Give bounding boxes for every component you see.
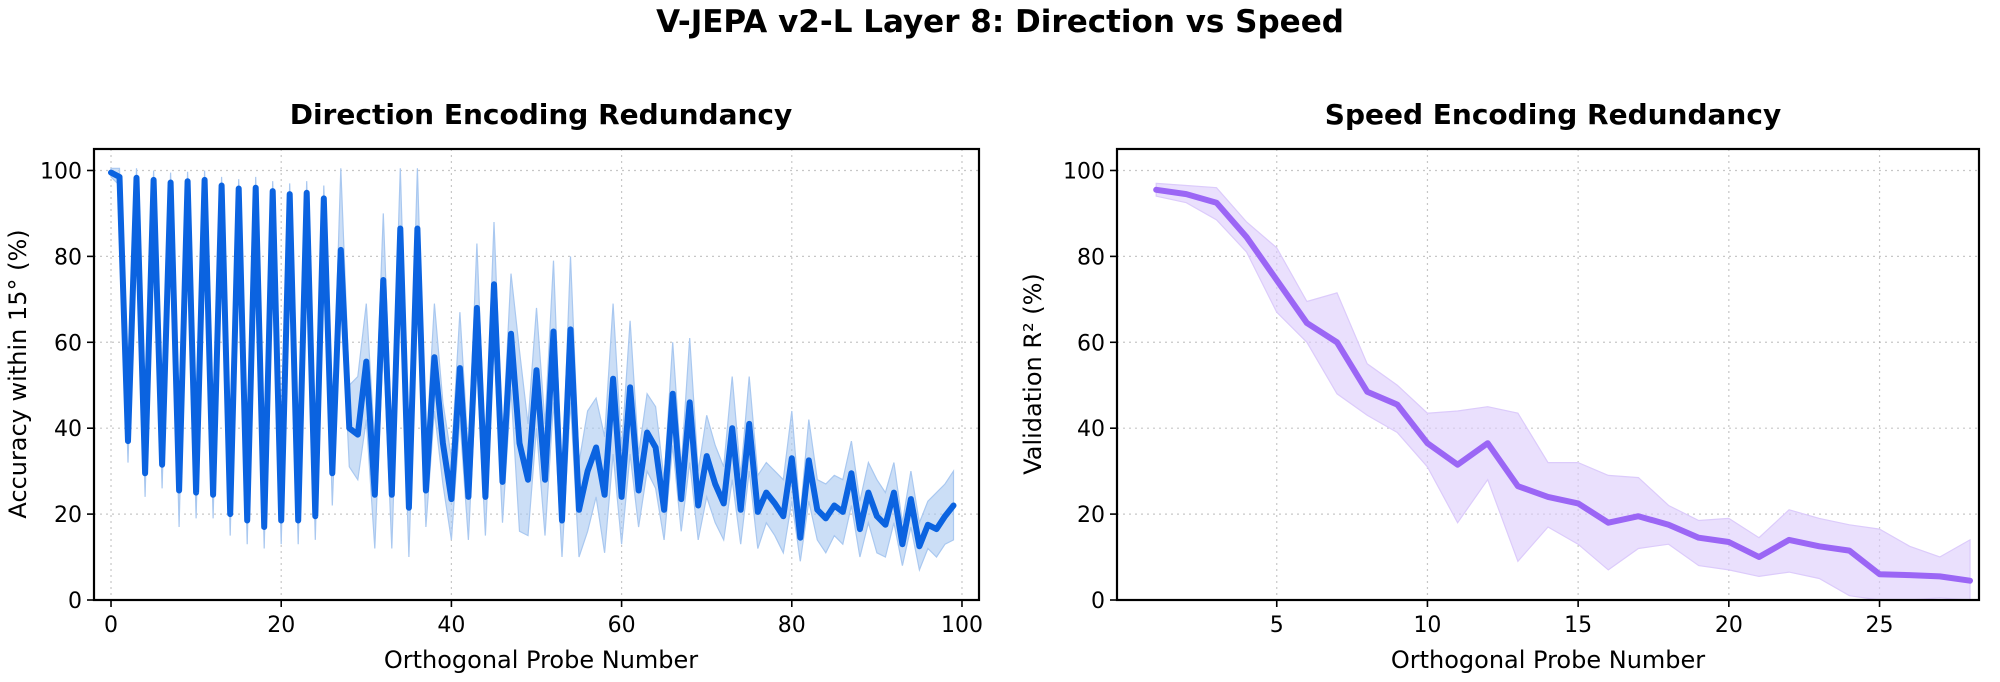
speed-y-tick-label: 20 [1077,503,1105,528]
speed-r2-line [1153,186,1973,584]
direction-panel-title: Direction Encoding Redundancy [290,98,793,131]
direction-x-tick-label: 100 [941,613,983,638]
speed-confidence-band [1155,182,1971,601]
speed-y-tick-label: 40 [1077,417,1105,442]
speed-y-tick-label: 60 [1077,331,1105,356]
direction-axes-frame [92,147,981,602]
direction-y-tick-label: 80 [54,245,82,270]
direction-x-tick-label: 60 [608,613,636,638]
speed-y-ticks: 0 20 40 60 80 100 [1063,159,1117,614]
direction-y-axis-label: Accuracy within 15° (%) [4,229,32,518]
speed-x-tick-label: 25 [1866,613,1894,638]
direction-y-tick-label: 20 [54,503,82,528]
speed-axes-frame [1115,147,1981,602]
speed-y-tick-label: 100 [1063,159,1105,184]
speed-x-tick-label: 5 [1270,613,1284,638]
direction-y-tick-label: 0 [68,589,82,614]
speed-y-tick-label: 0 [1091,589,1105,614]
direction-x-tick-label: 20 [267,613,295,638]
direction-y-tick-label: 40 [54,417,82,442]
direction-x-tick-label: 40 [437,613,465,638]
speed-panel-title: Speed Encoding Redundancy [1325,98,1781,131]
direction-y-ticks: 0 20 40 60 80 100 [40,159,94,614]
direction-x-tick-label: 0 [104,613,118,638]
speed-x-tick-label: 20 [1715,613,1743,638]
figure-title: V-JEPA v2-L Layer 8: Direction vs Speed [656,4,1344,40]
direction-y-tick-label: 100 [40,159,82,184]
speed-x-ticks: 5 10 15 20 25 [1270,600,1894,638]
speed-y-axis-label: Validation R² (%) [1019,273,1047,475]
speed-x-tick-label: 15 [1564,613,1592,638]
speed-y-tick-label: 80 [1077,245,1105,270]
direction-x-axis-label: Orthogonal Probe Number [384,646,698,674]
direction-accuracy-line [108,169,957,550]
direction-x-tick-label: 80 [778,613,806,638]
speed-panel: Speed Encoding Redundancy 5 10 15 20 25 0 20 4… [1019,98,1981,674]
direction-panel: Direction Encoding Redundancy 0 20 40 60 80 1… [4,98,983,674]
speed-x-axis-label: Orthogonal Probe Number [1391,646,1705,674]
direction-y-tick-label: 60 [54,331,82,356]
direction-x-ticks: 0 20 40 60 80 100 [104,600,983,638]
speed-x-tick-label: 10 [1413,613,1441,638]
